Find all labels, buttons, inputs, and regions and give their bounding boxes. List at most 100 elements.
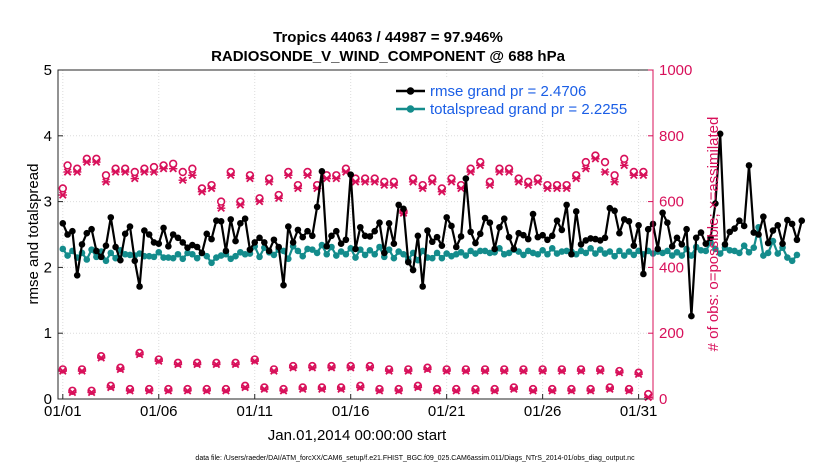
totalspread-marker bbox=[433, 249, 441, 257]
obs-possible-marker bbox=[610, 171, 619, 180]
obs-possible-marker bbox=[58, 184, 67, 193]
totalspread-marker bbox=[385, 246, 393, 253]
obs-assimilated-marker bbox=[101, 178, 111, 186]
rmse-marker bbox=[165, 243, 172, 250]
totalspread-marker bbox=[83, 256, 91, 263]
obs-assimilated-marker bbox=[120, 168, 130, 176]
x-tick-label: 01/16 bbox=[332, 403, 370, 420]
obs-possible-marker bbox=[250, 355, 259, 364]
totalspread-marker bbox=[750, 244, 758, 251]
rmse-marker bbox=[380, 249, 388, 257]
obs-possible-marker bbox=[63, 161, 72, 170]
obs-assimilated-marker bbox=[346, 363, 355, 372]
obs-possible-marker bbox=[288, 361, 298, 371]
totalspread-marker bbox=[352, 254, 359, 261]
obs-possible-marker bbox=[202, 384, 211, 394]
totalspread-marker bbox=[59, 245, 67, 253]
obs-possible-marker bbox=[87, 386, 96, 395]
rmse-marker bbox=[309, 232, 316, 240]
totalspread-marker bbox=[179, 255, 187, 263]
totalspread-marker bbox=[726, 246, 734, 254]
rmse-marker bbox=[88, 225, 95, 233]
obs-possible-marker bbox=[384, 365, 394, 374]
rmse-marker bbox=[208, 235, 215, 243]
obs-possible-marker bbox=[260, 383, 269, 392]
totalspread-marker bbox=[702, 247, 710, 255]
obs-assimilated-marker bbox=[245, 174, 255, 183]
totalspread-marker bbox=[505, 249, 513, 257]
obs-possible-marker bbox=[615, 366, 624, 376]
rmse-marker bbox=[217, 218, 225, 225]
totalspread-marker bbox=[740, 242, 748, 249]
totalspread-marker bbox=[309, 246, 316, 253]
rmse-marker bbox=[198, 249, 206, 257]
obs-assimilated-marker bbox=[202, 386, 211, 395]
totalspread-marker bbox=[208, 259, 215, 267]
obs-assimilated-marker bbox=[308, 363, 317, 372]
totalspread-marker bbox=[548, 245, 556, 252]
obs-possible-marker bbox=[192, 358, 202, 368]
obs-assimilated-marker bbox=[192, 360, 202, 369]
y-axis-label-left: rmse and totalspread bbox=[25, 164, 42, 305]
obs-assimilated-marker bbox=[106, 383, 115, 392]
obs-possible-marker bbox=[356, 381, 365, 391]
obs-possible-marker bbox=[423, 363, 432, 372]
obs-assimilated-marker bbox=[154, 357, 163, 366]
obs-assimilated-marker bbox=[634, 370, 643, 379]
rmse-marker bbox=[496, 223, 503, 231]
series-layer bbox=[59, 130, 806, 320]
obs-assimilated-marker bbox=[77, 367, 87, 375]
rmse-marker bbox=[83, 229, 91, 237]
obs-assimilated-marker bbox=[164, 386, 173, 395]
obs-assimilated-marker bbox=[538, 367, 547, 375]
obs-assimilated-marker bbox=[461, 367, 471, 375]
obs-assimilated-marker bbox=[394, 386, 403, 395]
obs-assimilated-marker bbox=[375, 386, 384, 395]
obs-possible-marker bbox=[600, 157, 610, 167]
x-tick-label: 01/31 bbox=[620, 403, 658, 420]
rmse-marker bbox=[476, 230, 484, 238]
totalspread-marker bbox=[107, 249, 115, 257]
obs-assimilated-marker bbox=[260, 385, 269, 393]
obs-assimilated-marker bbox=[269, 367, 279, 375]
totalspread-marker bbox=[606, 248, 614, 255]
rmse-marker bbox=[568, 250, 575, 258]
obs-assimilated-marker bbox=[336, 385, 346, 393]
obs-assimilated-marker bbox=[548, 386, 557, 395]
rmse-marker bbox=[141, 227, 148, 234]
obs-assimilated-marker bbox=[610, 178, 619, 186]
obs-possible-marker bbox=[221, 384, 231, 394]
rmse-marker bbox=[390, 240, 398, 248]
rmse-marker bbox=[481, 214, 489, 222]
rmse-marker bbox=[548, 232, 556, 240]
obs-assimilated-marker bbox=[528, 386, 538, 395]
totalspread-marker bbox=[428, 254, 436, 262]
y-left-tick-label: 5 bbox=[44, 62, 52, 79]
rmse-marker bbox=[438, 242, 446, 249]
rmse-marker bbox=[745, 162, 753, 169]
totalspread-marker bbox=[333, 252, 340, 259]
rmse-marker bbox=[688, 312, 695, 320]
obs-assimilated-marker bbox=[63, 168, 72, 176]
y-right-tick-label: 200 bbox=[659, 325, 684, 342]
obs-possible-marker bbox=[116, 363, 125, 372]
rmse-marker bbox=[452, 243, 460, 251]
obs-assimilated-marker bbox=[596, 367, 605, 375]
obs-possible-marker bbox=[240, 381, 250, 391]
totalspread-marker bbox=[371, 250, 378, 258]
rmse-marker bbox=[443, 214, 450, 221]
rmse-marker bbox=[280, 281, 287, 289]
rmse-marker bbox=[755, 231, 762, 238]
obs-assimilated-marker bbox=[543, 184, 552, 193]
rmse-marker bbox=[788, 220, 796, 228]
rmse-marker bbox=[213, 217, 220, 224]
obs-possible-marker bbox=[106, 381, 115, 391]
obs-assimilated-marker bbox=[356, 383, 365, 392]
totalspread-marker bbox=[616, 247, 623, 255]
obs-assimilated-marker bbox=[418, 184, 427, 193]
obs-assimilated-marker bbox=[533, 178, 543, 186]
totalspread-marker bbox=[93, 253, 100, 261]
rmse-marker bbox=[467, 228, 474, 236]
obs-assimilated-marker bbox=[629, 171, 639, 180]
y-right-tick-label: 400 bbox=[659, 259, 684, 276]
